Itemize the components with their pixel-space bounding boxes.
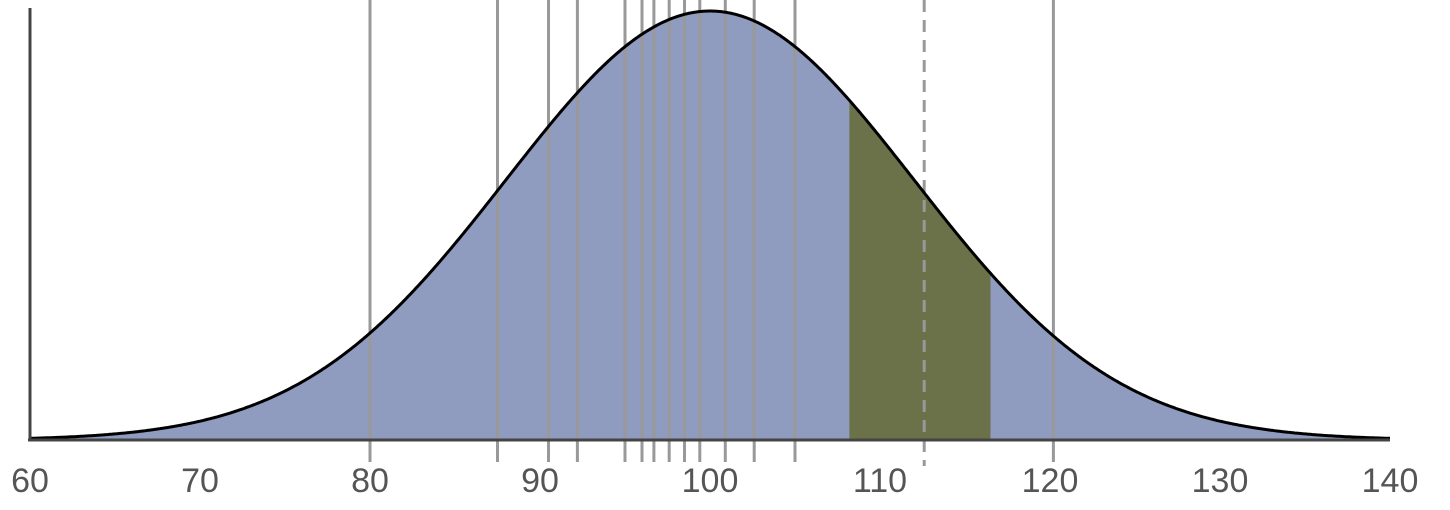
curve-layer bbox=[30, 9, 1390, 440]
x-tick-label: 100 bbox=[682, 462, 739, 500]
x-tick-label: 120 bbox=[1022, 462, 1079, 500]
axis-layer bbox=[28, 8, 1390, 442]
area-layer bbox=[30, 11, 1390, 441]
x-tick-label: 140 bbox=[1362, 462, 1419, 500]
x-tick-label: 90 bbox=[521, 462, 559, 500]
x-tick-label: 110 bbox=[853, 462, 907, 500]
vertical-lines-layer bbox=[368, 0, 1055, 466]
density-curve bbox=[30, 9, 1390, 440]
x-tick-label: 130 bbox=[1192, 462, 1249, 500]
x-tick-label: 60 bbox=[11, 462, 49, 500]
x-tick-label: 70 bbox=[181, 462, 219, 500]
highlight-region bbox=[849, 100, 991, 441]
x-tick-labels: 60 70 80 90 100 110 120 130 140 bbox=[11, 462, 1418, 500]
x-tick-label: 80 bbox=[351, 462, 389, 500]
distribution-area bbox=[30, 11, 1390, 440]
